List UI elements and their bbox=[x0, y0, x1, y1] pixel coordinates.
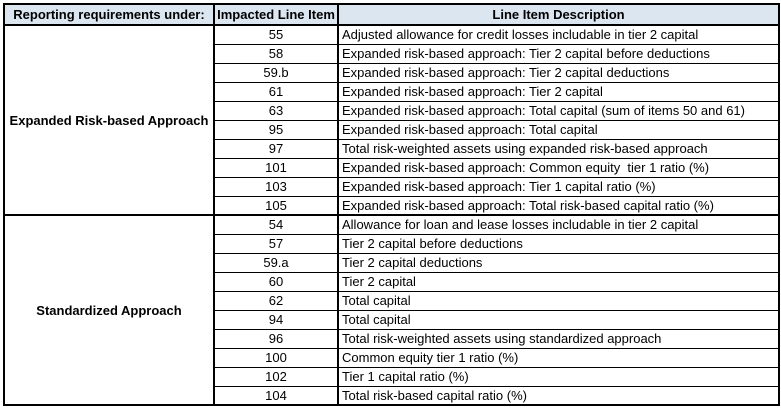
description-cell: Total risk-weighted assets using standar… bbox=[337, 328, 780, 349]
column-header-line-item-description: Line Item Description bbox=[337, 3, 780, 26]
description-cell: Tier 2 capital before deductions bbox=[337, 233, 780, 254]
line-item-cell: 61 bbox=[213, 81, 339, 102]
description-cell: Allowance for loan and lease losses incl… bbox=[337, 214, 780, 235]
line-item-cell: 94 bbox=[213, 309, 339, 330]
line-item-cell: 103 bbox=[213, 176, 339, 197]
description-cell: Total risk-based capital ratio (%) bbox=[337, 385, 780, 406]
line-item-cell: 104 bbox=[213, 385, 339, 406]
line-item-cell: 59.b bbox=[213, 62, 339, 83]
table-row: 57 Tier 2 capital before deductions bbox=[4, 233, 780, 254]
description-cell: Total capital bbox=[337, 290, 780, 311]
line-item-cell: 95 bbox=[213, 119, 339, 140]
description-cell: Expanded risk-based approach: Tier 2 cap… bbox=[337, 62, 780, 83]
line-item-cell: 55 bbox=[213, 24, 339, 45]
table-row: 94 Total capital bbox=[4, 309, 780, 330]
description-cell: Expanded risk-based approach: Total capi… bbox=[337, 100, 780, 121]
table-row: Expanded Risk-based Approach 55 Adjusted a… bbox=[3, 24, 780, 216]
description-cell: Total capital bbox=[337, 309, 780, 330]
table-row: 105 Expanded risk-based approach: Total r… bbox=[4, 195, 780, 216]
line-item-cell: 58 bbox=[213, 43, 339, 64]
group-label-cell: Expanded Risk-based Approach bbox=[3, 24, 215, 216]
line-item-cell: 105 bbox=[213, 195, 339, 216]
line-item-cell: 54 bbox=[213, 214, 339, 235]
description-cell: Expanded risk-based approach: Total risk… bbox=[337, 195, 780, 216]
description-cell: Tier 1 capital ratio (%) bbox=[337, 366, 780, 387]
table-row: 59.b Expanded risk-based approach: Tier 2… bbox=[4, 62, 780, 83]
description-cell: Expanded risk-based approach: Tier 2 cap… bbox=[337, 81, 780, 102]
line-item-cell: 60 bbox=[213, 271, 339, 292]
description-cell: Common equity tier 1 ratio (%) bbox=[337, 347, 780, 368]
line-item-cell: 63 bbox=[213, 100, 339, 121]
line-item-cell: 96 bbox=[213, 328, 339, 349]
description-cell: Expanded risk-based approach: Total capi… bbox=[337, 119, 780, 140]
line-item-cell: 101 bbox=[213, 157, 339, 178]
description-cell: Adjusted allowance for credit losses inc… bbox=[337, 24, 780, 45]
table-row: Standardized Approach 54 Allowance for loa… bbox=[3, 214, 780, 406]
table-row: 60 Tier 2 capital bbox=[4, 271, 780, 292]
column-header-impacted-line-item: Impacted Line Item bbox=[213, 3, 339, 26]
line-item-cell: 62 bbox=[213, 290, 339, 311]
group-label-cell: Standardized Approach bbox=[3, 214, 215, 406]
column-header-reporting-requirements: Reporting requirements under: bbox=[3, 3, 215, 26]
table-row: 59.a Tier 2 capital deductions bbox=[4, 252, 780, 273]
line-item-cell: 57 bbox=[213, 233, 339, 254]
header-row: Reporting requirements under: Impacted L… bbox=[3, 3, 780, 26]
line-item-cell: 102 bbox=[213, 366, 339, 387]
table-row: 61 Expanded risk-based approach: Tier 2 c… bbox=[4, 81, 780, 102]
description-cell: Expanded risk-based approach: Tier 2 cap… bbox=[337, 43, 780, 64]
line-item-cell: 59.a bbox=[213, 252, 339, 273]
table-row: 97 Total risk-weighted assets using expan… bbox=[4, 138, 780, 159]
description-cell: Tier 2 capital bbox=[337, 271, 780, 292]
reporting-requirements-table: Reporting requirements under: Impacted L… bbox=[3, 3, 780, 406]
table-row: 102 Tier 1 capital ratio (%) bbox=[4, 366, 780, 387]
line-item-cell: 97 bbox=[213, 138, 339, 159]
description-cell: Tier 2 capital deductions bbox=[337, 252, 780, 273]
table-body: Expanded Risk-based Approach 55 Adjusted a… bbox=[3, 24, 780, 406]
description-cell: Expanded risk-based approach: Tier 1 cap… bbox=[337, 176, 780, 197]
table-row: 104 Total risk-based capital ratio (%) bbox=[4, 385, 780, 406]
line-item-cell: 100 bbox=[213, 347, 339, 368]
table-row: 96 Total risk-weighted assets using stand… bbox=[4, 328, 780, 349]
description-cell: Expanded risk-based approach: Common equ… bbox=[337, 157, 780, 178]
description-cell: Total risk-weighted assets using expande… bbox=[337, 138, 780, 159]
